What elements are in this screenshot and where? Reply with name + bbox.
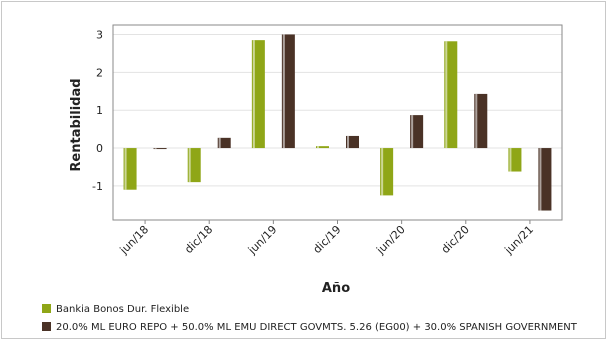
bar-highlight <box>539 148 542 211</box>
x-tick-label: dic/20 <box>439 223 472 256</box>
y-tick-label: 2 <box>96 66 103 79</box>
bar-highlight <box>218 137 221 149</box>
legend-label: Bankia Bonos Dur. Flexible <box>56 304 190 315</box>
bar-highlight <box>154 148 157 150</box>
bar <box>346 135 359 149</box>
bar-highlight <box>317 146 319 149</box>
y-tick-label: 3 <box>96 28 103 41</box>
bar <box>187 148 201 183</box>
x-tick-label: jun/21 <box>502 223 536 257</box>
legend-swatch <box>42 322 51 331</box>
bar-highlight <box>347 135 349 149</box>
bar-highlight <box>475 93 478 149</box>
bar <box>217 137 231 149</box>
bar <box>410 115 424 149</box>
legend-item-benchmark: 20.0% ML EURO REPO + 50.0% ML EMU DIRECT… <box>42 322 577 333</box>
x-axis-label: Año <box>322 281 350 296</box>
bar <box>444 41 458 149</box>
bar <box>316 146 329 149</box>
legend-item-fund: Bankia Bonos Dur. Flexible <box>42 304 189 315</box>
bar <box>251 40 265 149</box>
x-tick-label: dic/18 <box>182 223 215 256</box>
bar-highlight <box>124 148 127 190</box>
y-tick-label: 0 <box>96 142 103 155</box>
bar-highlight <box>252 40 255 149</box>
bar <box>123 148 137 190</box>
bar <box>538 148 552 211</box>
y-tick-label: -1 <box>92 180 103 193</box>
bar-highlight <box>509 148 512 172</box>
bar-highlight <box>445 41 448 149</box>
y-axis-label: Rentabilidad <box>69 78 84 171</box>
bar <box>281 34 295 149</box>
bar-highlight <box>381 148 384 196</box>
bar-highlight <box>188 148 191 183</box>
x-tick-label: dic/19 <box>311 223 344 256</box>
x-tick-label: jun/19 <box>245 223 279 257</box>
bar <box>380 148 394 196</box>
plot-area <box>113 25 562 220</box>
plot-border <box>112 24 563 221</box>
bar <box>153 148 167 150</box>
y-tick-label: 1 <box>96 104 103 117</box>
legend-label: 20.0% ML EURO REPO + 50.0% ML EMU DIRECT… <box>56 322 577 333</box>
bar-highlight <box>411 115 414 149</box>
bar <box>508 148 522 172</box>
x-tick-label: jun/18 <box>117 223 151 257</box>
bar-highlight <box>282 34 285 149</box>
legend-swatch <box>42 304 51 313</box>
bar <box>474 93 488 149</box>
x-tick-label: jun/20 <box>373 223 407 257</box>
